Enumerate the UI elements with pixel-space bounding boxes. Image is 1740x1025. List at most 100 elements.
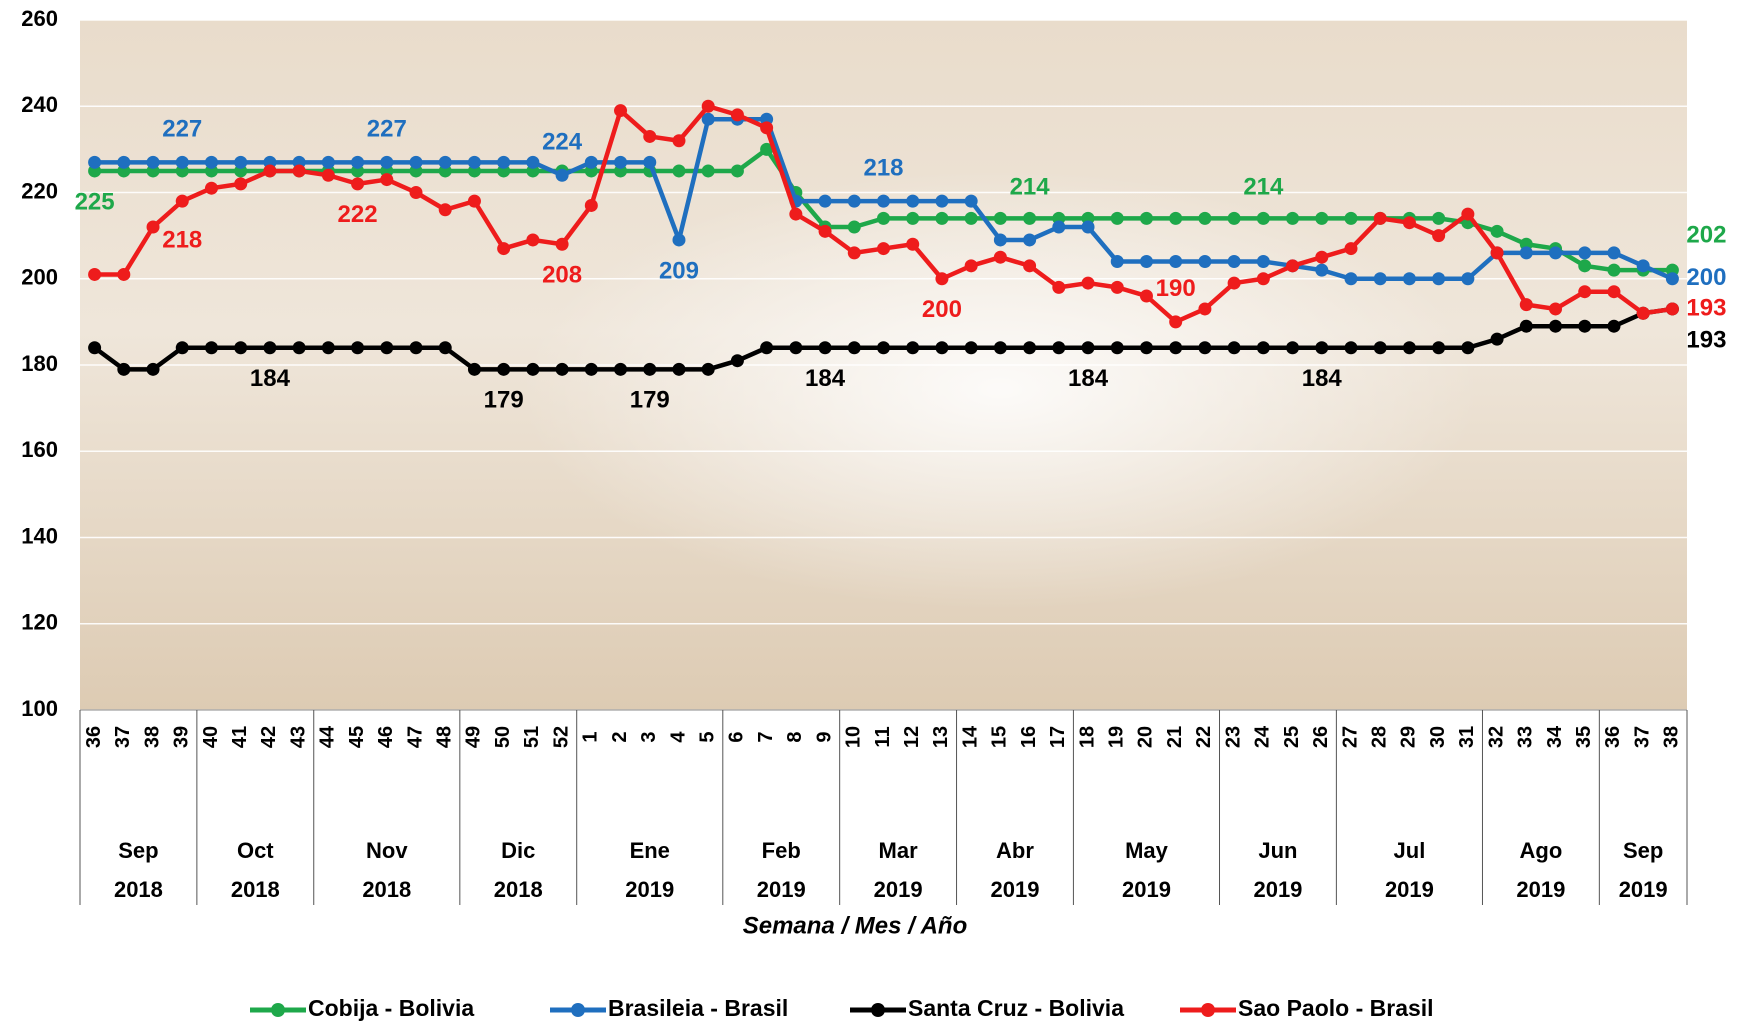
data-point [526, 233, 540, 247]
month-label: May [1125, 838, 1169, 863]
data-point [380, 341, 394, 355]
data-point [672, 362, 686, 376]
year-label: 2019 [991, 877, 1040, 902]
x-tick-label: 3 [638, 731, 660, 742]
data-point [526, 155, 540, 169]
data-point [351, 341, 365, 355]
year-label: 2019 [757, 877, 806, 902]
data-point [1052, 280, 1066, 294]
data-point [292, 164, 306, 178]
year-label: 2019 [1385, 877, 1434, 902]
data-point [1578, 285, 1592, 299]
data-point [730, 354, 744, 368]
data-point [1110, 255, 1124, 268]
data-point [1315, 250, 1329, 264]
data-point [1607, 319, 1621, 333]
data-point [1636, 259, 1650, 273]
data-point [1023, 211, 1037, 225]
data-point [409, 186, 423, 199]
x-tick-label: 50 [492, 726, 514, 748]
data-point [1110, 211, 1124, 225]
x-tick-label: 39 [171, 726, 193, 748]
data-point [1052, 220, 1066, 234]
x-tick-label: 26 [1310, 726, 1332, 748]
data-point [1315, 263, 1329, 277]
data-point [1081, 341, 1095, 355]
x-tick-label: 49 [463, 726, 485, 748]
data-point [614, 155, 628, 169]
x-tick-label: 46 [375, 726, 397, 748]
data-point [1636, 306, 1650, 320]
x-tick-label: 19 [1106, 726, 1128, 748]
data-label: 193 [1686, 326, 1726, 353]
data-point [467, 362, 481, 376]
data-point [818, 194, 832, 208]
data-point [906, 341, 920, 355]
data-point [760, 121, 774, 135]
x-tick-label: 24 [1252, 725, 1274, 748]
x-tick-label: 36 [1602, 726, 1624, 748]
data-label: 200 [1686, 264, 1726, 291]
year-label: 2018 [494, 877, 543, 902]
data-point [847, 341, 861, 355]
data-point [935, 211, 949, 225]
y-tick-label: 200 [21, 265, 58, 290]
x-tick-label: 7 [755, 731, 777, 742]
data-point [1665, 272, 1679, 286]
x-tick-label: 8 [784, 731, 806, 742]
year-label: 2018 [114, 877, 163, 902]
data-point [1256, 255, 1270, 268]
data-point [263, 341, 277, 355]
year-label: 2018 [362, 877, 411, 902]
x-tick-label: 16 [1018, 726, 1040, 748]
data-point [847, 220, 861, 234]
data-point [292, 341, 306, 355]
data-point [789, 207, 803, 221]
data-point [175, 194, 189, 208]
data-point [701, 99, 715, 113]
x-tick-label: 9 [813, 731, 835, 742]
data-point [1607, 246, 1621, 260]
data-point [1490, 246, 1504, 260]
data-point [1461, 207, 1475, 221]
x-tick-label: 11 [872, 726, 894, 747]
y-tick-label: 220 [21, 178, 58, 203]
legend-swatch [871, 1003, 885, 1017]
data-point [88, 155, 102, 169]
data-point [935, 272, 949, 286]
y-tick-label: 160 [21, 437, 58, 462]
legend-label: Santa Cruz - Bolivia [908, 995, 1124, 1021]
data-point [1169, 341, 1183, 355]
data-point [497, 362, 511, 376]
data-label: 193 [1686, 294, 1726, 321]
data-point [877, 242, 890, 256]
data-label: 218 [162, 226, 202, 253]
data-point [672, 134, 686, 148]
data-point [1344, 242, 1358, 256]
data-point [409, 155, 423, 169]
data-point [146, 155, 160, 169]
data-point [351, 155, 365, 169]
data-point [1169, 211, 1183, 225]
data-point [175, 155, 189, 169]
year-label: 2019 [625, 877, 674, 902]
x-tick-label: 34 [1544, 725, 1566, 748]
data-point [1490, 224, 1504, 238]
x-tick-label: 43 [287, 726, 309, 748]
data-point [672, 164, 686, 178]
data-point [584, 362, 598, 376]
data-label: 184 [1302, 365, 1343, 392]
data-point [1023, 233, 1037, 247]
x-tick-label: 32 [1485, 726, 1507, 748]
data-point [1139, 289, 1153, 303]
data-point [1344, 211, 1358, 225]
data-point [1607, 263, 1621, 277]
data-point [701, 112, 715, 126]
data-point [1052, 341, 1066, 355]
x-tick-label: 44 [317, 725, 339, 748]
x-tick-label: 40 [200, 726, 222, 748]
legend-swatch [571, 1003, 585, 1017]
data-point [1344, 272, 1358, 286]
data-label: 222 [338, 201, 378, 228]
